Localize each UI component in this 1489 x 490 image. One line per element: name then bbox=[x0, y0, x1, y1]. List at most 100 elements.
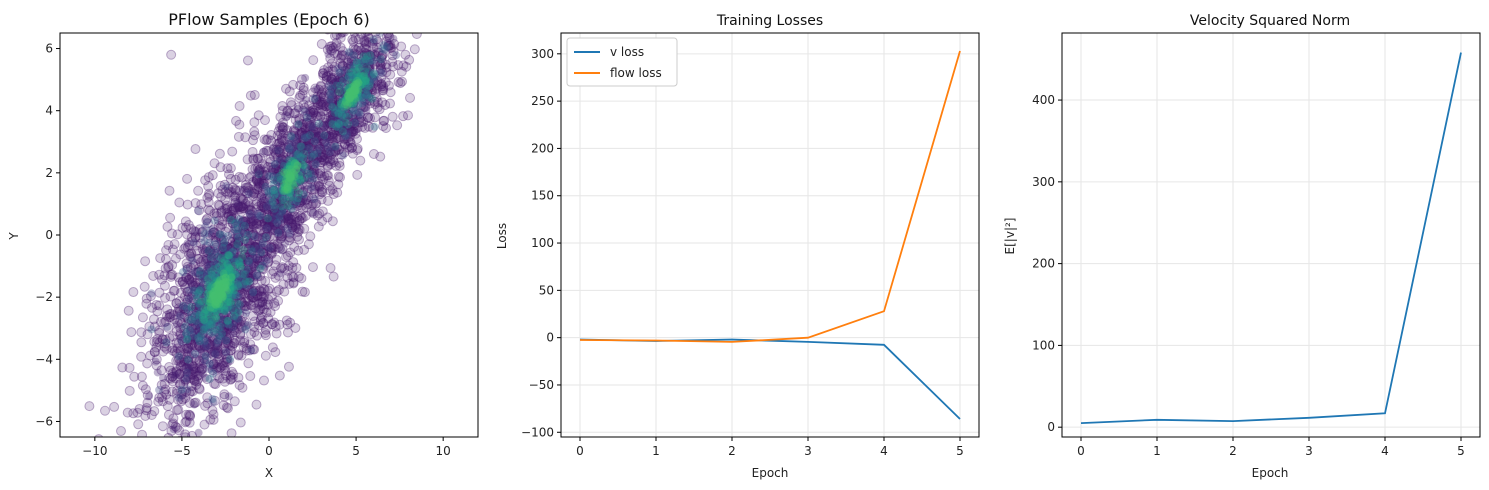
scatter-point bbox=[224, 187, 235, 198]
scatter-point bbox=[315, 119, 324, 128]
scatter-point bbox=[234, 101, 245, 112]
scatter-point bbox=[296, 213, 307, 224]
scatter-point bbox=[338, 134, 349, 145]
scatter-point bbox=[260, 115, 271, 126]
scatter-point bbox=[319, 155, 330, 166]
scatter-point bbox=[283, 183, 294, 194]
scatter-point bbox=[252, 153, 263, 164]
scatter-point bbox=[177, 385, 186, 394]
scatter-point bbox=[328, 146, 339, 157]
scatter-point bbox=[254, 165, 265, 176]
loss-ytick-label: 50 bbox=[539, 283, 554, 297]
loss-series-line-0 bbox=[579, 338, 961, 420]
scatter-point bbox=[411, 33, 422, 40]
scatter-point bbox=[333, 80, 344, 91]
scatter-point bbox=[210, 271, 221, 282]
scatter-point bbox=[163, 261, 174, 272]
scatter-point bbox=[179, 356, 190, 367]
scatter-point bbox=[246, 205, 257, 216]
scatter-point bbox=[151, 354, 162, 365]
scatter-point bbox=[351, 45, 362, 56]
scatter-point bbox=[307, 103, 318, 114]
scatter-point bbox=[327, 95, 338, 106]
scatter-point bbox=[259, 176, 270, 187]
scatter-point bbox=[222, 242, 233, 253]
scatter-point bbox=[328, 120, 337, 129]
scatter-point bbox=[167, 368, 178, 379]
scatter-point bbox=[175, 328, 186, 339]
scatter-point bbox=[275, 208, 286, 219]
scatter-point bbox=[347, 68, 358, 79]
scatter-point bbox=[225, 254, 236, 265]
scatter-point bbox=[280, 183, 291, 194]
scatter-point bbox=[291, 176, 302, 187]
scatter-point bbox=[245, 299, 256, 310]
scatter-point bbox=[377, 68, 386, 77]
scatter-panel: PFlow Samples (Epoch 6) X Y −10 −5 0 5 10 −6 −… bbox=[7, 10, 479, 480]
velocity-ytick-label: 100 bbox=[1032, 338, 1055, 352]
scatter-point bbox=[343, 128, 354, 139]
scatter-point bbox=[211, 294, 222, 305]
scatter-point bbox=[167, 419, 178, 430]
scatter-point bbox=[285, 218, 296, 229]
scatter-point bbox=[340, 112, 351, 123]
scatter-point bbox=[248, 135, 259, 146]
scatter-point bbox=[355, 56, 366, 67]
loss-series-line-1 bbox=[579, 50, 961, 343]
scatter-point bbox=[226, 428, 237, 437]
velocity-panel: Velocity Squared Norm Epoch E[|v|²] 0 1 2 3… bbox=[1003, 13, 1481, 480]
scatter-point bbox=[398, 60, 409, 71]
scatter-point bbox=[190, 323, 201, 334]
scatter-point bbox=[184, 355, 193, 364]
scatter-point bbox=[222, 319, 233, 330]
scatter-point bbox=[328, 42, 339, 53]
scatter-point bbox=[205, 244, 216, 255]
scatter-point bbox=[350, 33, 361, 44]
scatter-point bbox=[309, 121, 320, 132]
scatter-point bbox=[195, 270, 204, 279]
scatter-point bbox=[179, 363, 190, 374]
scatter-ytick-label: 6 bbox=[45, 42, 53, 56]
loss-xtick-label: 3 bbox=[804, 444, 812, 458]
scatter-point bbox=[298, 138, 309, 149]
scatter-point bbox=[155, 253, 166, 264]
scatter-point bbox=[303, 113, 312, 122]
loss-ytick-label: −100 bbox=[521, 425, 554, 439]
scatter-point bbox=[117, 362, 128, 373]
scatter-point bbox=[224, 169, 235, 180]
scatter-point bbox=[223, 339, 234, 350]
scatter-point bbox=[245, 240, 256, 251]
scatter-point bbox=[186, 328, 197, 339]
scatter-point bbox=[207, 228, 218, 239]
scatter-point bbox=[302, 117, 313, 128]
scatter-point bbox=[327, 216, 338, 227]
scatter-point bbox=[256, 200, 267, 211]
scatter-point bbox=[262, 223, 273, 234]
scatter-point bbox=[266, 248, 277, 259]
scatter-point bbox=[377, 85, 388, 96]
scatter-point bbox=[276, 121, 287, 132]
scatter-point bbox=[226, 298, 235, 307]
scatter-point bbox=[167, 371, 178, 382]
scatter-point bbox=[358, 116, 369, 127]
scatter-point bbox=[201, 243, 212, 254]
scatter-point bbox=[147, 302, 158, 313]
scatter-point bbox=[198, 285, 209, 296]
scatter-point bbox=[291, 137, 302, 148]
scatter-point bbox=[267, 180, 278, 191]
scatter-point bbox=[264, 220, 275, 231]
scatter-point bbox=[195, 323, 206, 334]
scatter-point bbox=[285, 213, 296, 224]
scatter-point bbox=[184, 274, 195, 285]
scatter-point bbox=[197, 297, 206, 306]
scatter-point bbox=[244, 205, 255, 216]
scatter-point bbox=[308, 131, 319, 142]
scatter-point bbox=[315, 110, 326, 121]
scatter-point bbox=[308, 107, 319, 118]
scatter-point bbox=[274, 146, 283, 155]
scatter-point bbox=[100, 405, 111, 416]
loss-ylabel: Loss bbox=[495, 223, 509, 249]
scatter-point bbox=[278, 203, 289, 214]
scatter-point bbox=[207, 405, 218, 416]
scatter-point bbox=[364, 63, 375, 74]
